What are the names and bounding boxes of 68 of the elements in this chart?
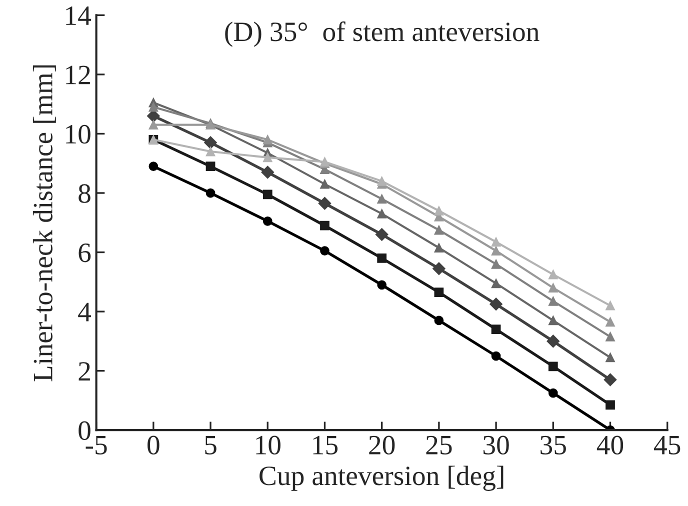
y-tick-label: 2 <box>78 362 90 380</box>
point <box>148 102 158 112</box>
y-tick-label: 8 <box>78 184 90 203</box>
point <box>491 259 501 269</box>
point <box>206 146 216 156</box>
point <box>377 254 387 263</box>
x-tick-label: 25 <box>426 436 452 455</box>
x-tick-label: 30 <box>483 436 509 455</box>
point <box>206 162 216 172</box>
x-tick-label: 5 <box>205 436 216 455</box>
y-axis-title: Liner-to-neck distance [mm] <box>32 65 56 382</box>
point <box>491 351 501 361</box>
point <box>490 298 502 311</box>
x-tick-label: 45 <box>654 436 680 455</box>
point <box>262 190 272 200</box>
point <box>148 162 158 172</box>
point <box>148 120 158 130</box>
y-tick-label: 14 <box>66 6 92 25</box>
y-tick-label: 12 <box>66 66 90 84</box>
point <box>434 288 444 297</box>
x-tick-label: 35 <box>540 436 566 455</box>
point <box>548 362 558 372</box>
y-tick-label: 10 <box>66 124 90 144</box>
point <box>377 194 387 204</box>
point <box>606 317 615 327</box>
point <box>434 206 444 216</box>
point <box>320 246 330 256</box>
point <box>320 179 330 189</box>
point <box>604 373 617 386</box>
point <box>491 324 501 334</box>
chart-title: (D) 35° of stem anteversion <box>225 21 540 47</box>
point <box>491 237 501 247</box>
point <box>377 209 387 218</box>
x-tick-label: 15 <box>313 436 338 455</box>
point <box>548 283 558 293</box>
x-axis-title: Cup anteversion [deg] <box>260 466 504 491</box>
x-tick-label: 0 <box>148 436 160 455</box>
point <box>262 152 272 162</box>
point <box>548 388 558 398</box>
point <box>262 216 272 226</box>
point <box>434 316 444 326</box>
point <box>606 352 615 362</box>
point <box>262 134 272 144</box>
point <box>548 296 558 306</box>
point <box>491 246 501 256</box>
point <box>206 188 216 198</box>
point <box>432 262 446 275</box>
x-tick-label: 40 <box>596 436 624 455</box>
y-tick-label: 4 <box>78 302 92 322</box>
point <box>318 196 332 210</box>
point <box>548 270 558 280</box>
point <box>606 300 615 310</box>
point <box>377 176 387 186</box>
point <box>434 243 444 253</box>
point <box>606 400 615 410</box>
point <box>204 136 217 150</box>
point <box>377 280 387 290</box>
x-tick-label: 10 <box>256 436 280 455</box>
point <box>546 334 560 348</box>
y-tick-label: 6 <box>78 244 91 262</box>
point <box>261 166 274 179</box>
point <box>320 220 330 230</box>
point <box>434 225 444 235</box>
point <box>491 278 501 288</box>
point <box>375 228 388 241</box>
x-tick-label: 20 <box>369 436 395 455</box>
point <box>606 332 615 342</box>
point <box>548 316 558 326</box>
